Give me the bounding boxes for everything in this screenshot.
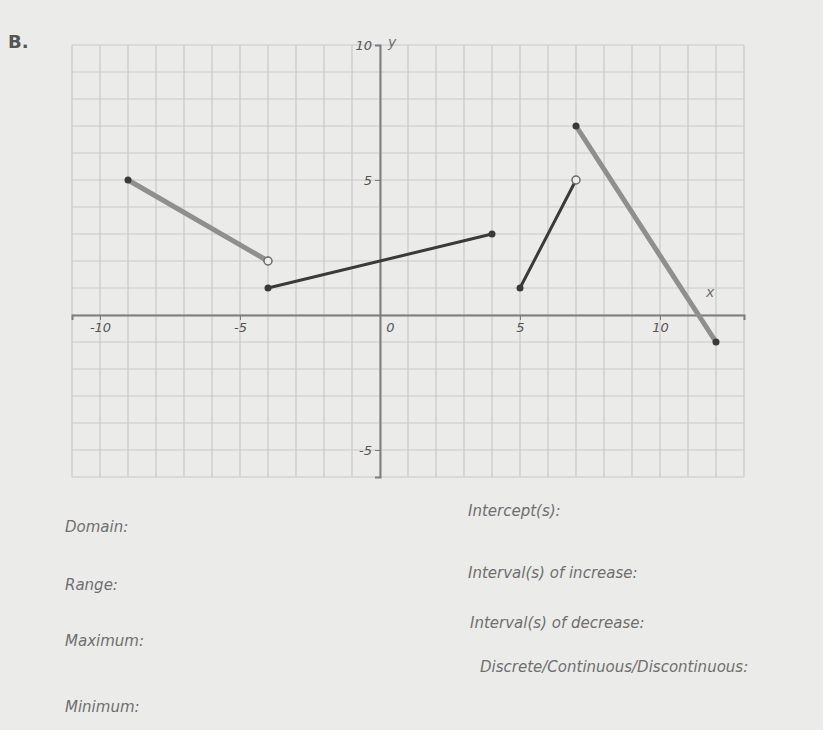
tick: 0	[381, 315, 395, 335]
tick-label: -5	[359, 443, 372, 458]
tick-label: -10	[90, 320, 111, 335]
tick-mark	[375, 45, 380, 46]
axis-title: y	[387, 34, 397, 50]
grid-line-y	[72, 71, 744, 72]
grid-line-y	[72, 179, 744, 180]
tick-label: 10	[652, 320, 669, 335]
grid-line-y	[72, 44, 744, 45]
tick-label: -5	[234, 320, 247, 335]
grid-line-y	[72, 368, 744, 369]
grid-line-y	[72, 422, 744, 423]
tick-label: 0	[386, 320, 394, 335]
prompt: Range:	[65, 576, 118, 594]
closed-endpoint	[517, 285, 524, 292]
plot-data	[125, 123, 720, 346]
grid-line-y	[72, 98, 744, 99]
tick: 5	[364, 173, 380, 188]
axis-line	[73, 316, 745, 321]
tick-label: 5	[516, 320, 524, 335]
segment	[520, 180, 576, 288]
closed-endpoint	[489, 231, 496, 238]
grid-line-y	[72, 287, 744, 288]
tick: 10	[355, 38, 380, 53]
grid-line-y	[72, 260, 744, 261]
tick-mark	[375, 180, 380, 181]
tick: -10	[90, 315, 111, 335]
y-axis: -5 5 10	[355, 38, 380, 478]
axis-title: x	[705, 284, 715, 300]
grid-line-y	[72, 152, 744, 153]
tick: -5	[359, 443, 380, 458]
prompt: Interval(s) of increase:	[468, 564, 638, 582]
grid-line-y	[72, 125, 744, 126]
open-endpoint	[572, 176, 580, 184]
closed-endpoint	[713, 339, 720, 346]
tick: -5	[234, 315, 247, 335]
prompt: Domain:	[65, 518, 128, 536]
prompt: Intercept(s):	[468, 502, 561, 520]
grid-line-y	[72, 341, 744, 342]
grid-line-y	[72, 476, 744, 477]
grid	[72, 45, 744, 477]
closed-endpoint	[125, 177, 132, 184]
tick-label: 10	[355, 38, 372, 53]
prompt: Discrete/Continuous/Discontinuous:	[480, 658, 748, 676]
tick: 5	[516, 315, 524, 335]
closed-endpoint	[265, 285, 272, 292]
segment	[576, 126, 716, 342]
x-axis: -10 -5 0 5 10	[73, 315, 745, 335]
segment	[268, 234, 492, 288]
prompt: Maximum:	[65, 632, 144, 650]
tick-mark	[375, 450, 380, 451]
closed-endpoint	[573, 123, 580, 130]
open-endpoint	[264, 257, 272, 265]
segment	[128, 180, 268, 261]
tick: 10	[652, 315, 669, 335]
prompt: Minimum:	[65, 698, 140, 716]
grid-line-y	[72, 449, 744, 450]
grid-line-y	[72, 395, 744, 396]
prompt: Interval(s) of decrease:	[470, 614, 645, 632]
title: B.	[8, 31, 29, 52]
tick-label: 5	[364, 173, 372, 188]
worksheet: -10 -5 0 5 10 -5 5 10 B. x y Domain: Range: Maximum: M…	[0, 0, 823, 730]
